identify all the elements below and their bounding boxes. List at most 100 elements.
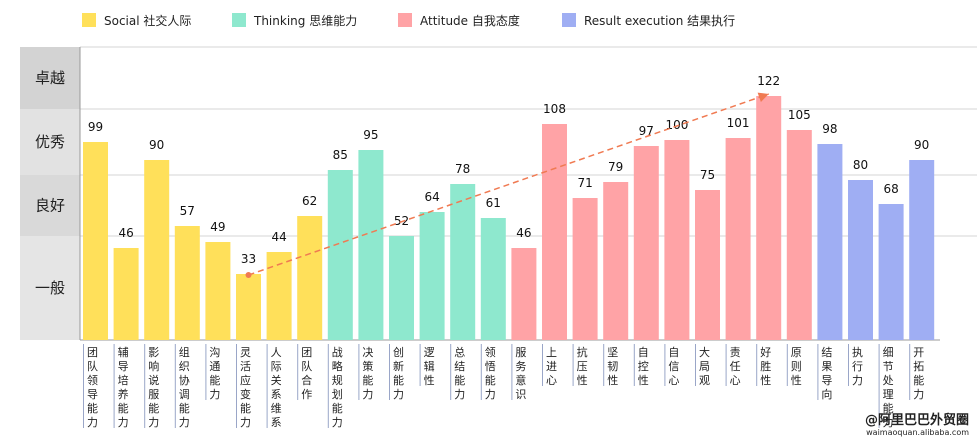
bar-value-label: 68 (883, 182, 898, 196)
legend-label-result: Result execution 结果执行 (584, 13, 736, 28)
bar (572, 198, 598, 340)
bar (725, 138, 751, 340)
bar (603, 182, 629, 340)
legend-swatch-thinking (232, 13, 246, 27)
bar (786, 130, 812, 340)
bar-value-label: 33 (241, 252, 256, 266)
bar (297, 216, 323, 340)
bar (848, 180, 873, 340)
bar-value-label: 49 (210, 220, 225, 234)
bar-value-label: 85 (333, 148, 348, 162)
bar (664, 140, 690, 340)
bar-value-label: 44 (271, 230, 286, 244)
bar-value-label: 62 (302, 194, 317, 208)
category-label: 细节处理能力 (883, 346, 894, 429)
category-label: 执行力 (852, 345, 863, 387)
bar-value-label: 80 (853, 158, 868, 172)
bar (633, 146, 659, 340)
category-label: 沟通能力 (209, 346, 220, 401)
level-label: 优秀 (35, 133, 65, 151)
bar (358, 150, 384, 340)
bar (389, 236, 414, 340)
category-label: 总结能力 (454, 345, 465, 401)
bar-value-label: 61 (486, 196, 501, 210)
bar (817, 144, 843, 340)
legend-label-thinking: Thinking 思维能力 (254, 13, 358, 28)
category-label: 原则性 (791, 346, 802, 387)
legend-swatch-result (562, 13, 576, 27)
bar-value-label: 95 (363, 128, 378, 142)
legend-label-social: Social 社交人际 (104, 13, 192, 28)
trend-arrow-start (245, 272, 252, 278)
watermark: @阿里巴巴外贸圈 waimaoquan.alibaba.com (865, 409, 969, 437)
level-band (20, 236, 80, 340)
category-label: 好胜性 (760, 345, 771, 387)
bar (327, 170, 353, 340)
bar-value-label: 100 (665, 118, 688, 132)
legend-label-attitude: Attitude 自我态度 (420, 13, 520, 28)
category-label: 责任心 (730, 346, 741, 387)
bar-value-label: 75 (700, 168, 715, 182)
bar (878, 204, 904, 340)
category-label: 上进心 (546, 346, 557, 387)
bar (695, 190, 720, 340)
watermark-line1: @阿里巴巴外贸圈 (864, 413, 969, 428)
level-label: 良好 (35, 197, 65, 215)
category-label: 抗压性 (577, 345, 588, 387)
category-label: 领悟能力 (485, 346, 496, 401)
level-band (20, 47, 80, 109)
category-label: 辅导培养能力 (118, 345, 129, 429)
bar (511, 248, 537, 340)
category-label: 逻辑性 (424, 346, 435, 387)
bar (236, 274, 261, 340)
bar-value-label: 57 (180, 204, 195, 218)
category-label: 组织协调能力 (179, 345, 190, 429)
bar (83, 142, 108, 340)
legend-item-result: Result execution 结果执行 (562, 12, 735, 28)
category-label: 结果导向 (821, 346, 832, 401)
legend-swatch-social (82, 13, 96, 27)
bar (419, 212, 445, 340)
legend-swatch-attitude (398, 13, 412, 27)
bar-value-label: 108 (543, 102, 566, 116)
bar-value-label: 64 (424, 190, 439, 204)
bar (144, 160, 170, 340)
category-label: 自控性 (638, 346, 649, 387)
category-label: 开拓能力 (913, 346, 924, 401)
category-label: 灵活应变能力 (240, 346, 251, 429)
bar (909, 160, 935, 340)
bar-value-label: 79 (608, 160, 623, 174)
level-label: 一般 (35, 279, 65, 297)
legend-item-social: Social 社交人际 (82, 12, 191, 28)
bar-value-label: 46 (118, 226, 133, 240)
legend-item-thinking: Thinking 思维能力 (232, 12, 357, 28)
watermark-line2: waimaoquan.alibaba.com (866, 428, 969, 437)
bar (113, 248, 139, 340)
category-label: 团队合作 (301, 346, 312, 401)
bar-value-label: 90 (149, 138, 164, 152)
category-label: 人际关系维系 (271, 346, 282, 429)
bar-value-label: 46 (516, 226, 531, 240)
category-label: 创新能力 (393, 346, 404, 401)
bar (756, 96, 782, 340)
bar (174, 226, 200, 340)
bar-value-label: 78 (455, 162, 470, 176)
category-label: 团队领导能力 (87, 346, 98, 429)
level-band (20, 175, 80, 236)
trend-arrow-head (757, 92, 769, 103)
bar-value-label: 98 (822, 122, 837, 136)
bar-value-label: 101 (727, 116, 750, 130)
category-label: 决策能力 (362, 346, 373, 401)
bar (266, 252, 292, 340)
category-label: 服务意识 (515, 346, 526, 401)
bar-value-label: 105 (788, 108, 811, 122)
bar-value-label: 99 (88, 120, 103, 134)
category-label: 自信心 (668, 346, 679, 387)
bar (205, 242, 231, 340)
level-label: 卓越 (35, 69, 65, 87)
category-label: 坚韧性 (607, 346, 618, 387)
category-label: 战略规划能力 (332, 346, 343, 429)
level-band (20, 109, 80, 175)
bar (450, 184, 476, 340)
